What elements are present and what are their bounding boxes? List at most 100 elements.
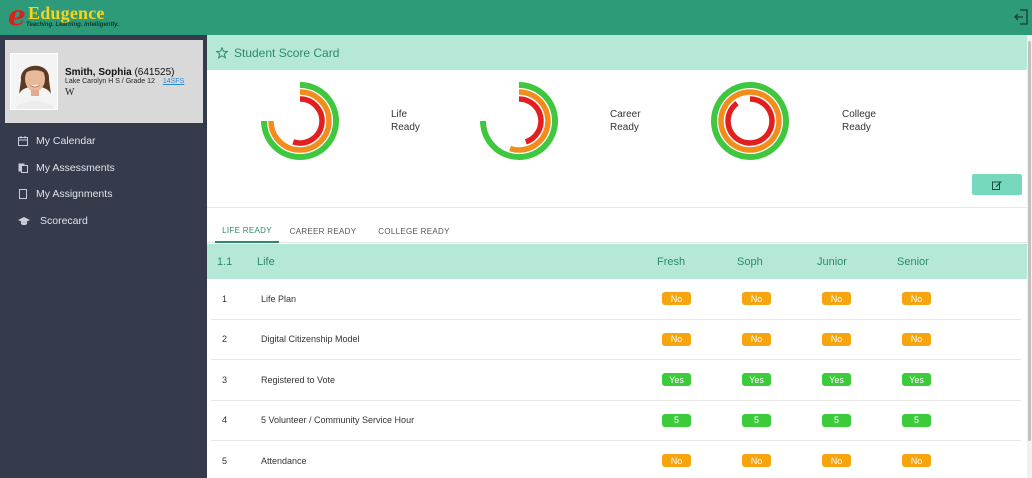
status-badge: 5 (662, 413, 691, 427)
profile-card: Smith, Sophia (641525) Lake Carolyn H S … (5, 40, 203, 123)
status-badge: Yes (822, 373, 851, 386)
sidebar: Smith, Sophia (641525) Lake Carolyn H S … (0, 35, 207, 478)
table-row: 3 Registered to Vote Yes Yes Yes Yes (211, 360, 1021, 401)
profile-link[interactable]: 14SFS (162, 78, 185, 85)
status-badge: No (902, 292, 931, 305)
row-number: 3 (222, 374, 228, 385)
table-row: 5 Attendance No No No No (211, 441, 1021, 478)
avatar (10, 53, 58, 110)
status-badge: No (742, 292, 771, 305)
gauge-label-line1: College (842, 109, 876, 120)
section-title: Life (257, 255, 275, 268)
status-badge: No (742, 454, 771, 467)
gauge-ring-orange (509, 89, 551, 153)
scrollbar-thumb[interactable] (1028, 41, 1031, 441)
college-ready-gauge (711, 82, 789, 160)
score-card-header: Student Score Card (207, 35, 1027, 70)
page-title: Student Score Card (234, 45, 340, 60)
sidebar-item-label: My Assessments (36, 161, 115, 174)
gauge-ring-green (480, 82, 558, 160)
gauge-ring-green (711, 82, 789, 160)
row-number: 2 (222, 334, 228, 344)
status-badge: 5 (902, 413, 931, 427)
row-number: 4 (222, 415, 228, 425)
column-header-soph: Soph (737, 255, 763, 268)
status-badge: 5 (742, 413, 771, 427)
star-icon (216, 46, 228, 59)
sidebar-item-scorecard[interactable]: Scorecard (0, 208, 207, 235)
status-badge: 5 (822, 413, 851, 427)
section-divider (207, 207, 1027, 208)
logo-e-mark: e (8, 0, 26, 32)
row-name: Registered to Vote (261, 374, 336, 385)
status-badge: No (902, 454, 931, 467)
top-bar: e Edugence Teaching. Learning. Intellige… (0, 0, 1032, 35)
gauge-label-line2: Ready (391, 122, 420, 133)
life-ready-gauge (261, 82, 339, 160)
tab-life-ready[interactable]: LIFE READY (215, 219, 279, 243)
status-badge: No (822, 332, 851, 346)
gauge-label-line1: Career (610, 109, 641, 120)
row-name: Digital Citizenship Model (261, 334, 360, 344)
gauge-ring-green (261, 82, 339, 160)
gauge-ring-red (292, 96, 325, 146)
status-badge: Yes (662, 373, 691, 386)
gauge-ring-red (725, 96, 775, 146)
documents-icon (18, 163, 28, 173)
gauge-label-line2: Ready (610, 122, 639, 133)
career-ready-gauge (480, 82, 558, 160)
section-number: 1.1 (217, 255, 233, 268)
edit-icon (992, 180, 1002, 190)
sidebar-item-label: Scorecard (40, 214, 88, 227)
status-badge: No (662, 332, 691, 346)
table-row: 1 Life Plan No No No No (211, 279, 1021, 320)
main-content: Student Score Card Life Ready Career Rea… (207, 35, 1027, 478)
row-name: Attendance (261, 455, 307, 466)
profile-extra: W (65, 87, 75, 98)
sidebar-item-label: My Calendar (36, 135, 96, 148)
sidebar-nav: My Calendar My Assessments My Assignment… (0, 128, 207, 234)
column-header-senior: Senior (897, 255, 929, 268)
row-name: Life Plan (261, 293, 297, 304)
row-number: 5 (222, 455, 228, 466)
life-ready-label: Life Ready (391, 108, 420, 134)
edit-button[interactable] (972, 174, 1022, 195)
sidebar-item-my-assessments[interactable]: My Assessments (0, 155, 207, 182)
status-badge: Yes (742, 373, 771, 386)
sidebar-item-my-calendar[interactable]: My Calendar (0, 128, 207, 155)
logo-brand-name: Edugence (28, 3, 105, 23)
tab-career-ready[interactable]: CAREER READY (289, 226, 357, 236)
status-badge: No (662, 454, 691, 467)
row-name: 5 Volunteer / Community Service Hour (261, 415, 415, 425)
gauge-label-line1: Life (391, 109, 408, 120)
file-icon (19, 189, 27, 200)
profile-school: Lake Carolyn H S / Grade 12 (65, 78, 155, 85)
sidebar-item-label: My Assignments (36, 188, 113, 201)
column-header-fresh: Fresh (657, 255, 686, 268)
profile-name-line: Smith, Sophia (641525) (65, 67, 174, 78)
readiness-tabs: LIFE READY CAREER READY COLLEGE READY (207, 219, 1027, 243)
sidebar-item-my-assignments[interactable]: My Assignments (0, 181, 207, 208)
profile-id: (641525) (134, 67, 175, 78)
gauge-label-line2: Ready (842, 122, 871, 133)
table-row: 4 5 Volunteer / Community Service Hour 5… (211, 401, 1021, 441)
row-number: 1 (222, 293, 228, 304)
logout-icon[interactable] (1014, 9, 1028, 25)
edugence-logo[interactable]: e Edugence Teaching. Learning. Intellige… (8, 0, 120, 32)
profile-school-line: Lake Carolyn H S / Grade 12 14SFS (65, 78, 184, 85)
tab-college-ready[interactable]: COLLEGE READY (378, 226, 450, 236)
table-header: 1.1 Life Fresh Soph Junior Senior (207, 244, 1027, 279)
status-badge: No (822, 454, 851, 467)
profile-name: Smith, Sophia (65, 67, 132, 78)
graduation-cap-icon (18, 216, 30, 225)
gauge-ring-red (518, 96, 544, 145)
logo-tagline: Teaching. Learning. Intelligently. (26, 22, 119, 28)
status-badge: Yes (902, 373, 931, 386)
table-row: 2 Digital Citizenship Model No No No No (211, 320, 1021, 360)
column-header-junior: Junior (817, 255, 847, 268)
status-badge: No (662, 292, 691, 305)
status-badge: No (742, 332, 771, 346)
vertical-scrollbar[interactable] (1027, 35, 1032, 478)
status-badge: No (902, 332, 931, 346)
gauge-ring-orange (268, 89, 332, 153)
